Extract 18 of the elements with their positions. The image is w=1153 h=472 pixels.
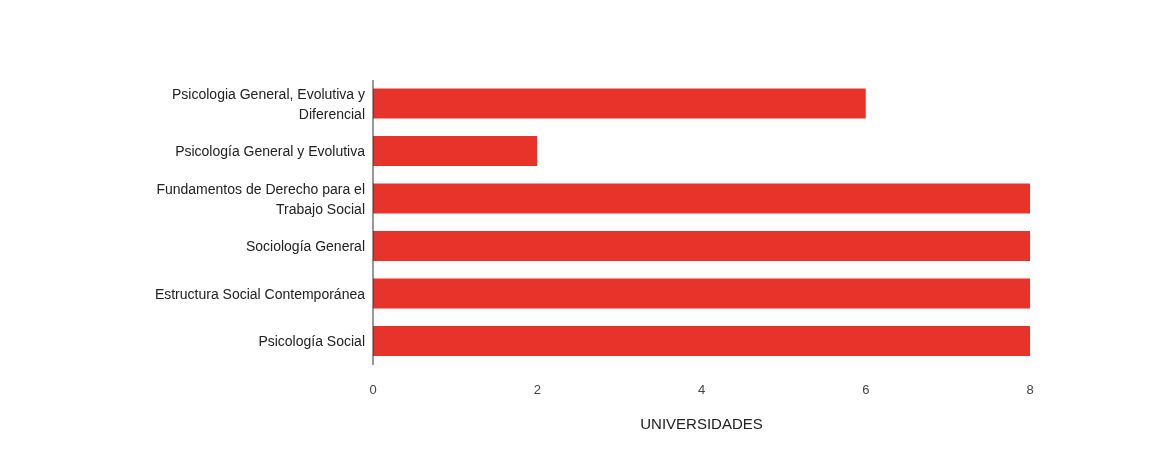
bar — [373, 136, 538, 167]
x-tick-label: 0 — [369, 382, 377, 398]
x-tick-label: 2 — [533, 382, 541, 398]
y-tick-label: Sociología General — [245, 238, 365, 255]
bar — [373, 88, 866, 119]
x-axis-title: UNIVERSIDADES — [640, 415, 763, 432]
x-tick-label: 8 — [1026, 382, 1034, 398]
bar — [373, 231, 1030, 262]
y-tick-label: Fundamentos de Derecho para el Trabajo Social — [156, 180, 365, 217]
bar — [373, 278, 1030, 309]
x-tick-label: 6 — [862, 382, 870, 398]
y-tick-label: Psicología General y Evolutiva — [175, 143, 366, 160]
y-tick-label: Estructura Social Contemporánea — [154, 285, 366, 302]
x-tick-label: 4 — [697, 382, 706, 398]
bar — [373, 326, 1030, 357]
y-tick-label: Psicología Social — [258, 333, 365, 350]
bar — [373, 183, 1030, 214]
y-tick-label: Psicologia General, Evolutiva y Diferencial — [172, 85, 365, 122]
